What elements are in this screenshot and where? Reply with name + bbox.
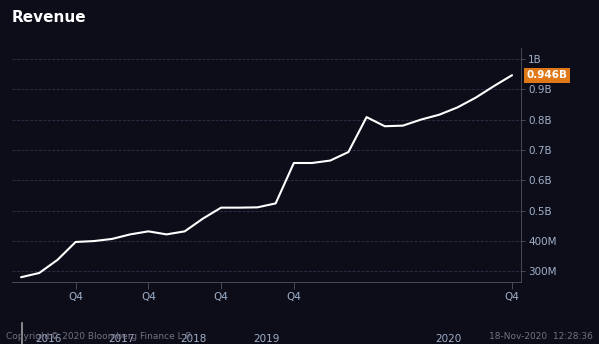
Text: 2016: 2016 [35, 334, 62, 344]
Text: 18-Nov-2020  12:28:36: 18-Nov-2020 12:28:36 [489, 332, 593, 341]
Text: 0.946B: 0.946B [527, 70, 568, 80]
Text: Revenue: Revenue [12, 10, 87, 25]
Text: 2018: 2018 [181, 334, 207, 344]
Text: 2017: 2017 [108, 334, 134, 344]
Text: 2019: 2019 [253, 334, 280, 344]
Text: 2020: 2020 [435, 334, 461, 344]
Text: Copyright© 2020 Bloomberg Finance L.P.: Copyright© 2020 Bloomberg Finance L.P. [6, 332, 192, 341]
